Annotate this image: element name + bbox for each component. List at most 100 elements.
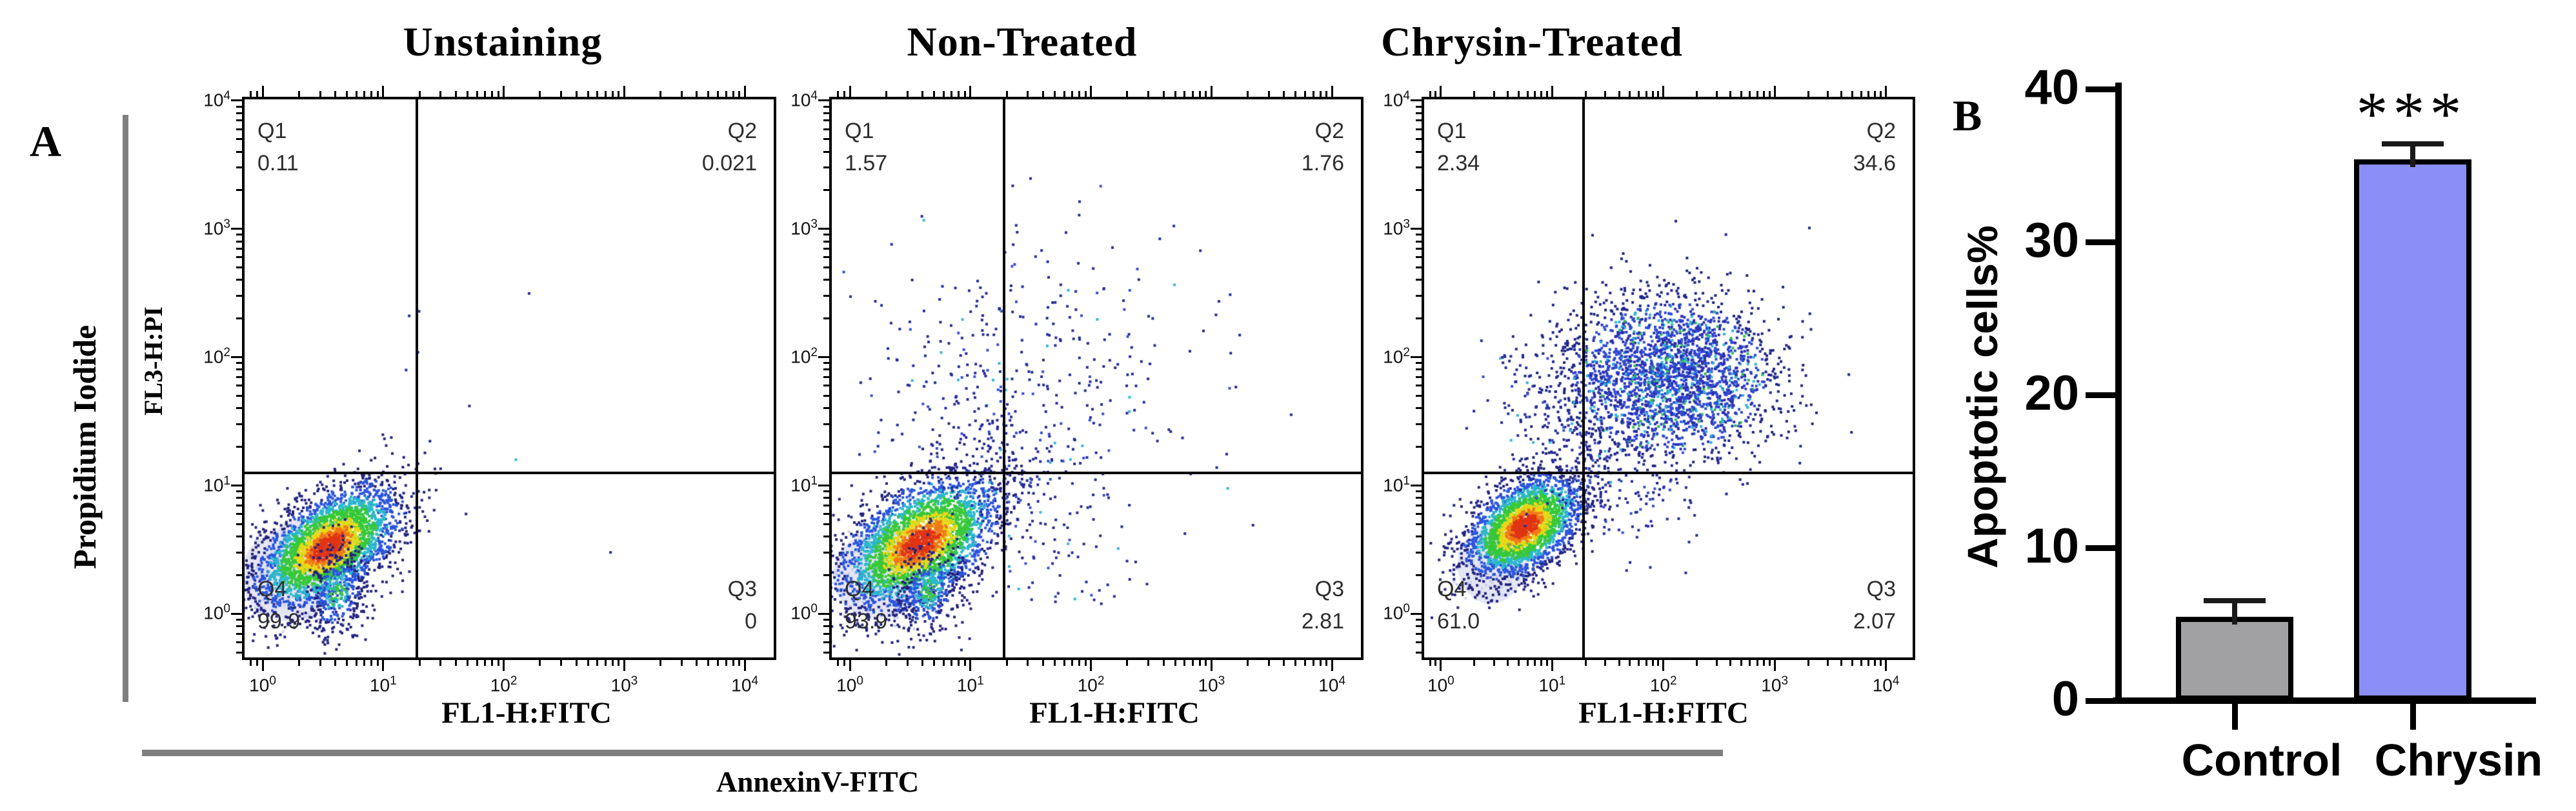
axis-tick: [231, 356, 242, 359]
bar-y-tick-label: 40: [2024, 60, 2079, 115]
axis-tick: [1191, 91, 1194, 97]
axis-tick: [1540, 91, 1543, 97]
axis-tick: [1416, 166, 1422, 169]
axis-tick: [1416, 618, 1422, 621]
axis-tick: [1071, 660, 1074, 666]
axis-tick: [1618, 91, 1620, 97]
y-tick-label: 103: [203, 217, 230, 239]
axis-tick: [738, 660, 741, 666]
x-tick-label: 101: [1538, 674, 1566, 696]
axis-tick: [319, 91, 321, 97]
axis-tick: [560, 91, 563, 97]
axis-tick: [355, 660, 357, 666]
axis-tick: [1729, 660, 1732, 666]
axis-tick: [1090, 660, 1092, 671]
axis-tick: [1860, 91, 1862, 97]
axis-tick: [1867, 660, 1870, 666]
axis-tick: [236, 513, 242, 516]
axis-tick: [1063, 660, 1065, 666]
flow-scatter-canvas: [832, 99, 1361, 657]
axis-tick: [1604, 660, 1607, 666]
axis-tick: [696, 91, 698, 97]
quadrant-q2: Q2 1.76: [1301, 119, 1344, 175]
axis-tick: [236, 295, 242, 297]
axis-tick: [363, 660, 366, 666]
axis-tick: [1198, 660, 1201, 666]
axis-tick: [484, 660, 487, 666]
axis-tick: [906, 91, 909, 97]
error-bar-stem: [2232, 600, 2237, 625]
axis-tick: [1205, 91, 1207, 97]
axis-tick: [823, 395, 829, 397]
axis-tick: [823, 295, 829, 297]
axis-tick: [1147, 660, 1150, 666]
axis-tick: [236, 362, 242, 365]
axis-tick: [1071, 91, 1074, 97]
axis-tick: [743, 660, 746, 671]
axis-tick: [885, 660, 887, 666]
axis-tick: [951, 660, 953, 666]
axis-tick: [823, 138, 829, 141]
axis-tick: [1416, 240, 1422, 243]
panel-a-label: A: [30, 117, 62, 166]
axis-tick: [1162, 660, 1165, 666]
axis-tick: [319, 660, 321, 666]
axis-tick: [1637, 91, 1640, 97]
axis-tick: [1416, 234, 1422, 236]
axis-tick: [1331, 660, 1333, 671]
axis-tick: [575, 91, 578, 97]
axis-tick: [1696, 660, 1698, 666]
axis-tick: [1319, 660, 1322, 666]
quadrant-gate-vertical: [1582, 99, 1585, 657]
axis-tick: [1493, 660, 1495, 666]
axis-tick: [823, 234, 829, 236]
x-tick-label: 100: [1427, 674, 1454, 696]
axis-tick: [1283, 660, 1285, 666]
axis-tick: [1005, 91, 1008, 97]
axis-tick: [418, 660, 421, 666]
quadrant-gate-horizontal: [1424, 471, 1913, 474]
axis-tick: [236, 240, 242, 243]
axis-tick: [1416, 150, 1422, 153]
axis-tick: [837, 91, 840, 97]
axis-tick: [1312, 660, 1314, 666]
x-tick-label: 103: [610, 674, 638, 696]
axis-tick: [236, 385, 242, 387]
axis-tick: [1880, 91, 1882, 97]
axis-tick: [1027, 91, 1029, 97]
flow-y-axis-label: FL3-H:PI: [139, 306, 168, 416]
axis-tick: [1545, 660, 1548, 666]
quadrant-gate-horizontal: [832, 471, 1361, 474]
axis-tick: [261, 86, 264, 97]
axis-tick: [1411, 228, 1422, 230]
axis-tick: [823, 536, 829, 538]
axis-tick: [823, 497, 829, 499]
axis-tick: [466, 91, 468, 97]
axis-tick: [823, 105, 829, 108]
axis-tick: [611, 91, 614, 97]
bar-control: [2176, 616, 2293, 701]
axis-tick: [823, 248, 829, 250]
bar-x-axis-line: [2113, 697, 2536, 704]
quadrant-q4: Q4 93.9: [845, 577, 888, 634]
axis-tick: [933, 660, 936, 666]
propidium-iodide-axis-line: [123, 115, 128, 702]
axis-tick: [921, 660, 923, 666]
axis-tick: [236, 641, 242, 643]
axis-tick: [1534, 91, 1536, 97]
axis-tick: [1749, 91, 1751, 97]
axis-tick: [942, 91, 945, 97]
axis-tick: [1126, 660, 1129, 666]
axis-tick: [1304, 660, 1307, 666]
y-tick-label: 100: [203, 602, 230, 623]
axis-tick: [297, 91, 300, 97]
axis-tick: [1416, 574, 1422, 577]
axis-tick: [476, 91, 478, 97]
axis-tick: [823, 189, 829, 192]
axis-tick: [1205, 660, 1207, 666]
axis-tick: [1198, 91, 1201, 97]
axis-tick: [334, 660, 336, 666]
axis-tick: [823, 618, 829, 621]
axis-tick: [439, 91, 442, 97]
axis-tick: [1416, 641, 1422, 643]
